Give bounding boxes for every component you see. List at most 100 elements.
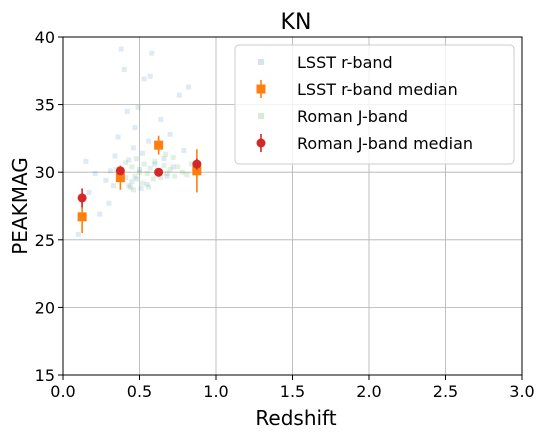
legend-box (234, 44, 515, 165)
data-point (185, 84, 191, 90)
data-point (144, 171, 150, 177)
data-point (137, 169, 142, 175)
x-axis-title: Redshift (255, 406, 336, 430)
data-point (123, 160, 129, 166)
data-point (132, 173, 138, 179)
x-tick-label: 1.0 (203, 382, 228, 401)
median-marker (77, 212, 87, 222)
data-point (127, 184, 133, 190)
data-point (133, 176, 139, 182)
y-tick-label: 30 (35, 163, 55, 182)
data-point (135, 104, 141, 110)
data-point (118, 46, 124, 52)
data-point (167, 166, 173, 172)
x-tick-label: 1.5 (280, 382, 305, 401)
data-point (115, 134, 121, 140)
legend-marker (258, 59, 264, 65)
data-point (110, 183, 116, 189)
legend-marker (256, 84, 266, 94)
data-point (152, 158, 158, 164)
data-point (144, 181, 150, 187)
data-point (146, 184, 152, 190)
legend-marker (256, 138, 266, 148)
data-point (123, 175, 129, 181)
data-point (92, 171, 98, 177)
data-point (176, 92, 182, 98)
data-point (170, 164, 176, 170)
median-marker (115, 173, 125, 183)
median-marker (154, 140, 164, 150)
data-point (129, 164, 135, 170)
data-layer (75, 46, 202, 237)
legend-label: LSST r-band (297, 53, 393, 72)
median-marker (192, 166, 202, 176)
median-marker (192, 159, 202, 169)
data-point (83, 158, 89, 164)
data-point (164, 171, 170, 177)
legend-label: Roman J-band (297, 107, 408, 126)
data-point (161, 162, 167, 168)
series-lsst-r-band (75, 46, 198, 237)
y-axis-title: PEAKMAG (8, 157, 32, 255)
data-point (132, 125, 138, 131)
data-point (181, 148, 187, 154)
data-point (172, 173, 178, 179)
data-point (141, 76, 147, 82)
x-tick-label: 0.0 (50, 382, 75, 401)
data-point (184, 172, 190, 178)
data-point (147, 73, 153, 79)
y-tick-label: 35 (35, 96, 55, 115)
data-point (140, 150, 146, 156)
data-point (158, 175, 164, 181)
data-point (138, 185, 144, 191)
data-point (161, 156, 167, 162)
data-point (175, 164, 181, 170)
x-tick-label: 2.5 (433, 382, 458, 401)
data-point (141, 161, 147, 167)
data-point (103, 177, 109, 183)
data-point (130, 187, 136, 193)
data-point (124, 108, 130, 114)
y-tick-label: 20 (35, 298, 55, 317)
data-point (126, 157, 132, 163)
data-point (146, 138, 152, 144)
data-point (106, 200, 112, 206)
data-point (149, 50, 155, 56)
data-point (112, 153, 118, 159)
legend-marker (258, 113, 264, 119)
data-point (179, 169, 185, 175)
data-point (158, 116, 164, 122)
data-point (147, 165, 153, 171)
median-marker (115, 166, 125, 176)
legend-label: LSST r-band median (297, 80, 458, 99)
data-point (164, 173, 170, 179)
data-point (75, 231, 81, 237)
data-point (133, 156, 139, 162)
data-point (129, 179, 135, 185)
median-marker (77, 193, 87, 203)
legend: LSST r-band LSST r-band median Roman J-ban… (234, 44, 515, 165)
data-point (130, 145, 136, 151)
data-point (137, 166, 142, 172)
data-point (140, 180, 146, 186)
data-point (126, 183, 132, 189)
legend-label: Roman J-band median (297, 134, 473, 153)
y-tick-label: 15 (35, 366, 55, 385)
data-point (121, 66, 127, 72)
data-point (163, 152, 169, 158)
data-point (107, 168, 113, 174)
data-point (167, 131, 173, 137)
data-point (170, 154, 176, 160)
x-tick-label: 0.5 (127, 382, 152, 401)
data-point (189, 161, 195, 167)
data-point (150, 176, 156, 182)
y-tick-label: 25 (35, 231, 55, 250)
data-point (86, 189, 92, 195)
series-roman-j-band-median (77, 158, 202, 208)
data-point (97, 211, 103, 217)
x-tick-label: 3.0 (509, 382, 534, 401)
axis-ticks: 0.0 0.5 1.0 1.5 2.0 2.5 3.0 15 20 25 30 35 40 (35, 28, 535, 401)
data-point (152, 161, 158, 167)
median-marker (154, 167, 164, 177)
